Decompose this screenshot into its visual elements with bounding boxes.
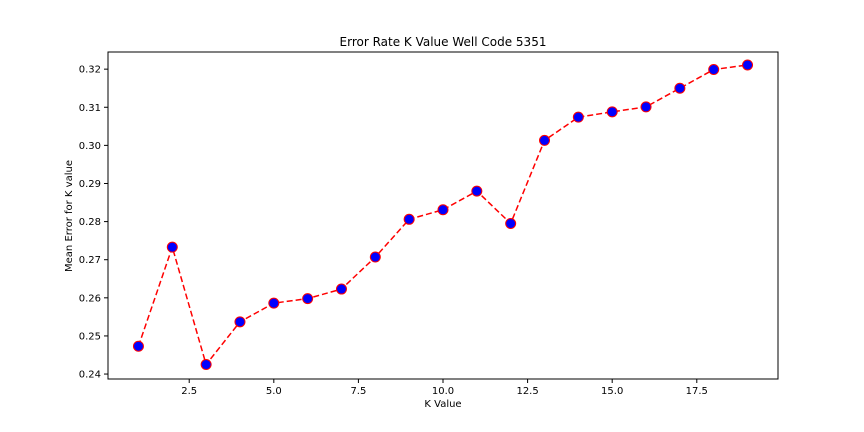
x-tick-label: 2.5 [181,386,197,397]
data-point [505,218,517,230]
data-point [708,64,720,76]
y-tick-label: 0.29 [79,179,101,190]
y-axis-label: Mean Error for K value [64,160,75,272]
data-point [674,82,686,94]
x-tick-label: 5.0 [266,386,282,397]
plot-frame [107,51,779,380]
data-point [640,101,652,113]
x-tick-label: 15.0 [601,386,623,397]
chart-title: Error Rate K Value Well Code 5351 [340,35,547,49]
x-tick-label: 7.5 [350,386,366,397]
x-tick-label: 12.5 [516,386,538,397]
data-point [403,213,415,225]
y-tick-label: 0.26 [79,293,101,304]
x-tick-label: 10.0 [432,386,454,397]
data-point [572,111,584,123]
data-point [268,297,280,309]
x-tick-label: 17.5 [686,386,708,397]
data-point [369,251,381,263]
y-tick-label: 0.24 [79,370,101,381]
data-point [437,204,449,216]
data-point [606,106,618,118]
y-tick-label: 0.28 [79,217,101,228]
y-tick-label: 0.25 [79,331,101,342]
x-axis-label: K Value [424,399,461,410]
data-point [132,340,144,352]
y-tick-label: 0.31 [79,103,101,114]
data-point [539,134,551,146]
data-point [742,59,754,71]
y-tick-label: 0.30 [79,141,101,152]
data-point [200,359,212,371]
y-tick-label: 0.27 [79,255,101,266]
data-point [335,283,347,295]
y-tick-label: 0.32 [79,65,101,76]
data-point [234,316,246,328]
data-point [166,241,178,253]
data-point [471,185,483,197]
data-point [302,293,314,305]
